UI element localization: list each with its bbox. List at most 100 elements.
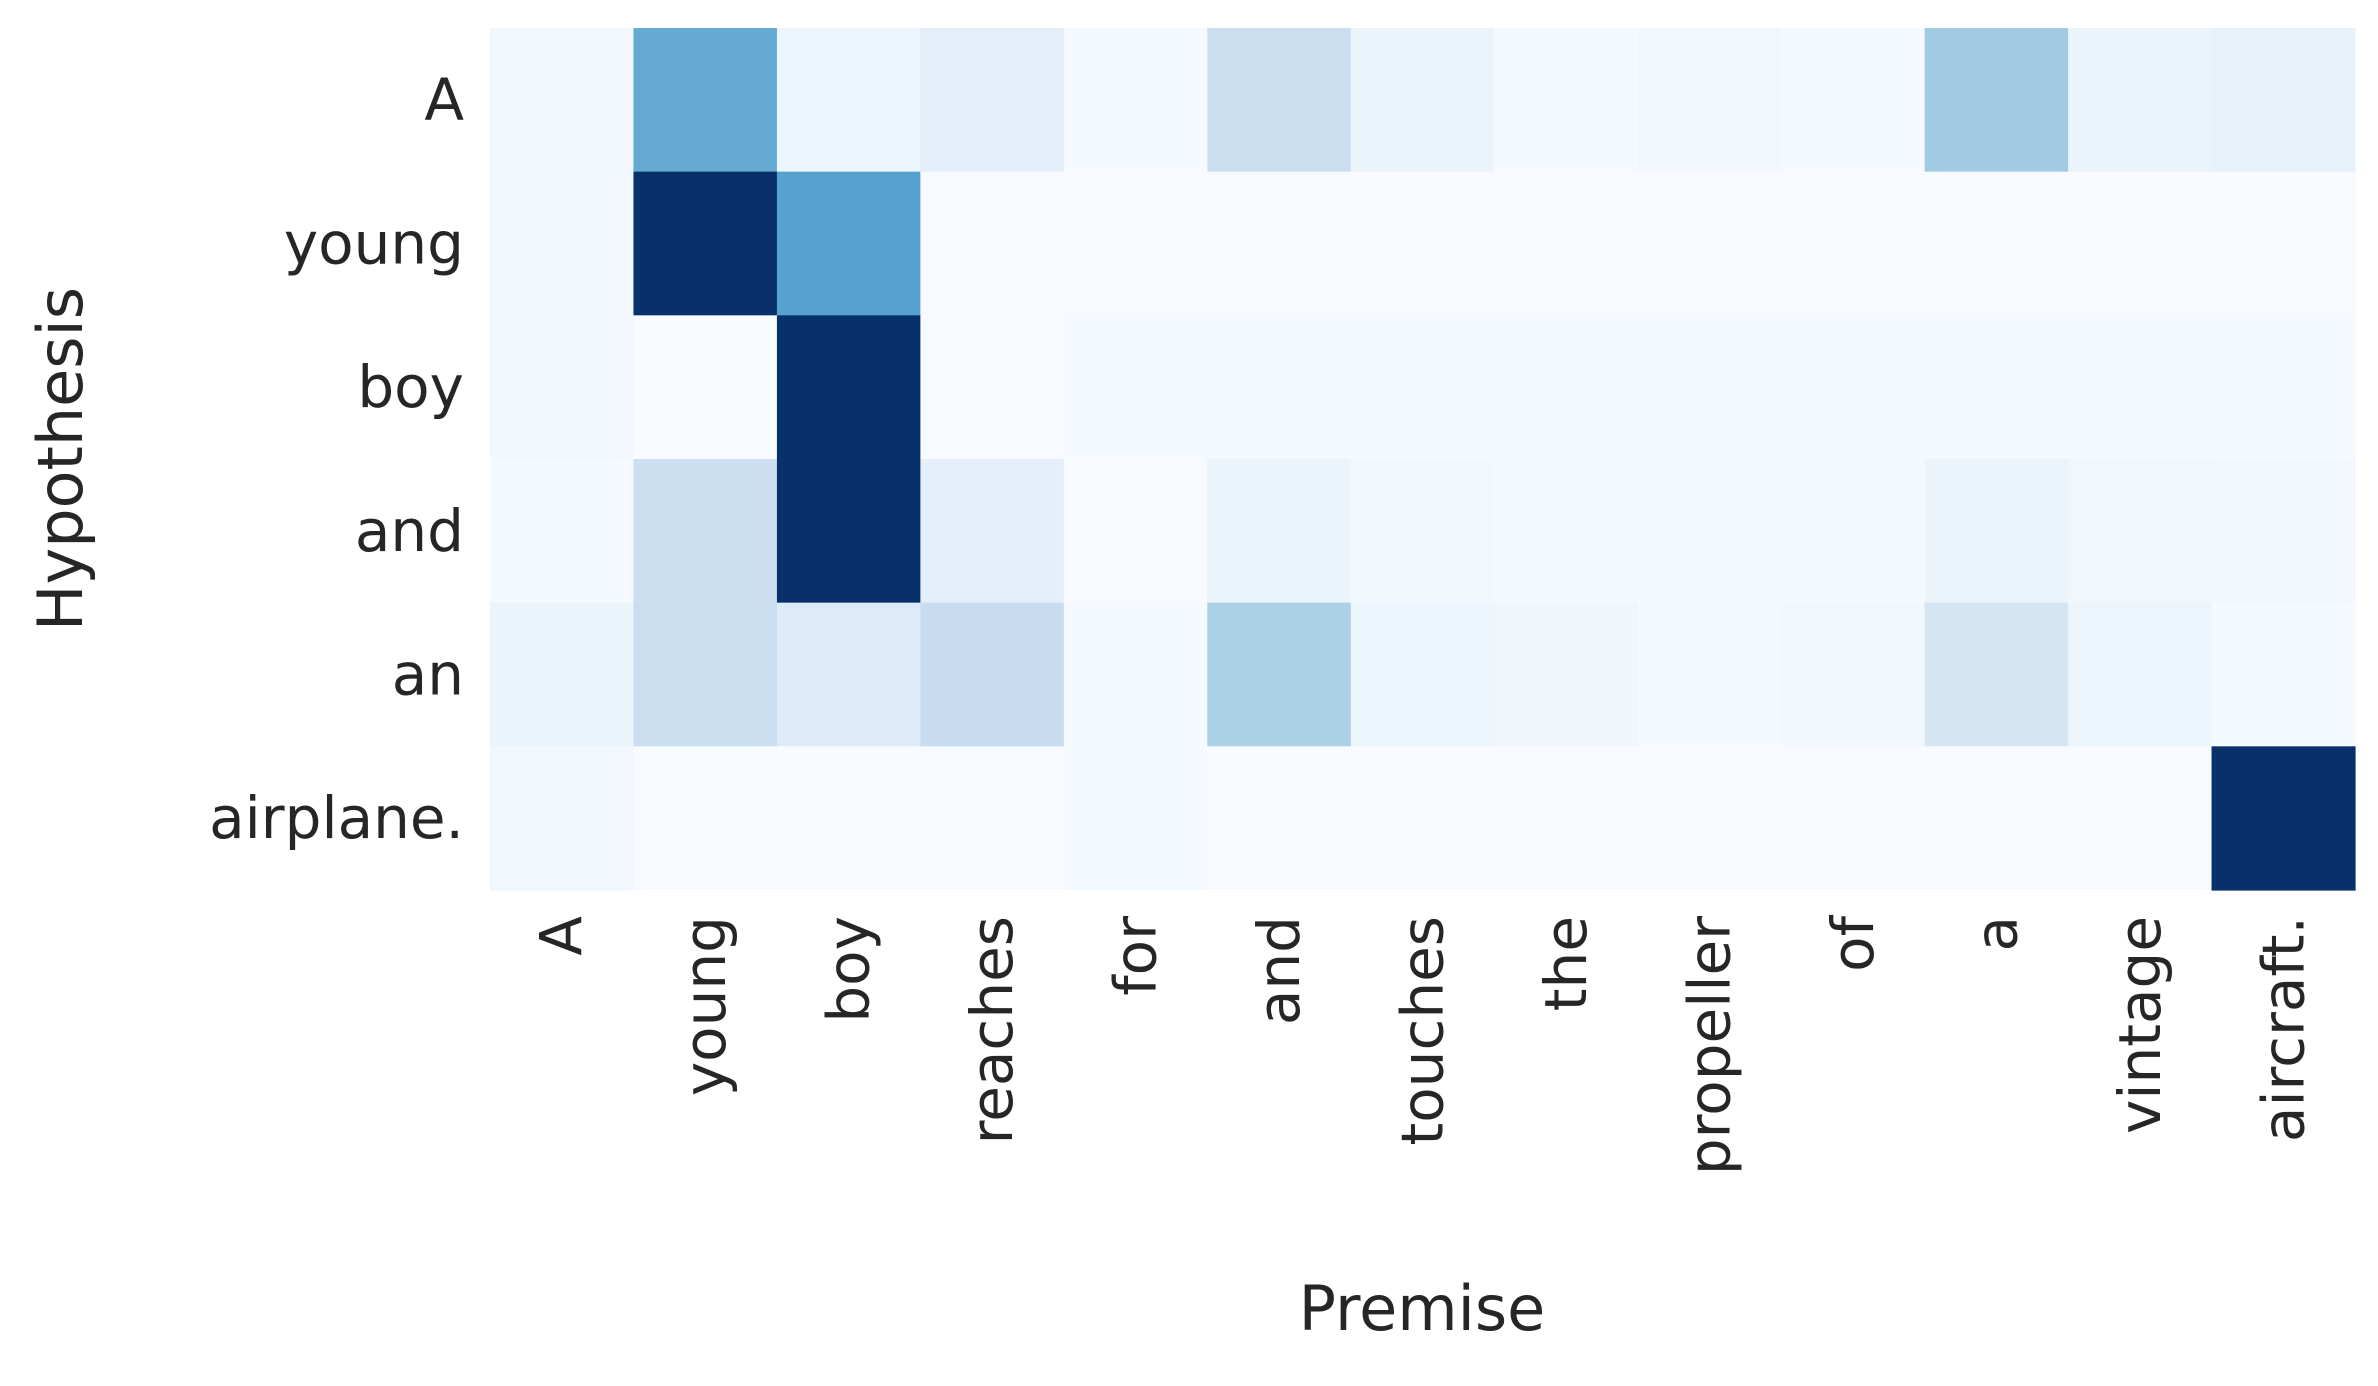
heatmap-cell bbox=[1207, 28, 1352, 173]
heatmap-cell bbox=[1350, 459, 1495, 604]
x-axis-label: Premise bbox=[1299, 1272, 1546, 1345]
heatmap-cell bbox=[1494, 171, 1639, 316]
heatmap-cell bbox=[1924, 746, 2069, 891]
y-tick-label: A bbox=[424, 66, 464, 134]
heatmap-cells bbox=[490, 28, 2356, 891]
y-tick-label: young bbox=[284, 210, 464, 278]
heatmap-cell bbox=[633, 171, 778, 316]
heatmap-cell bbox=[2211, 602, 2356, 747]
y-tick-label: and bbox=[355, 497, 464, 565]
heatmap-cell bbox=[1063, 315, 1208, 460]
x-tick-label: a bbox=[1962, 916, 2030, 952]
heatmap-cell bbox=[776, 315, 921, 460]
heatmap-cell bbox=[1494, 602, 1639, 747]
heatmap-cell bbox=[2068, 459, 2213, 604]
y-tick-label: boy bbox=[357, 353, 464, 421]
heatmap-cell bbox=[920, 315, 1065, 460]
heatmap-cell bbox=[1207, 459, 1352, 604]
heatmap-cell bbox=[1063, 602, 1208, 747]
heatmap-cell bbox=[490, 459, 635, 604]
heatmap-cell bbox=[776, 602, 921, 747]
heatmap-cell bbox=[776, 171, 921, 316]
heatmap-cell bbox=[2068, 602, 2213, 747]
heatmap-cell bbox=[1781, 315, 1926, 460]
heatmap-cell bbox=[1494, 746, 1639, 891]
heatmap-cell bbox=[920, 602, 1065, 747]
heatmap-cell bbox=[490, 315, 635, 460]
heatmap-cell bbox=[2211, 746, 2356, 891]
heatmap-cell bbox=[1063, 459, 1208, 604]
heatmap-cell bbox=[1637, 459, 1782, 604]
heatmap-cell bbox=[776, 459, 921, 604]
heatmap-cell bbox=[1350, 746, 1495, 891]
heatmap-cell bbox=[1350, 171, 1495, 316]
heatmap-cell bbox=[776, 28, 921, 173]
heatmap-cell bbox=[920, 746, 1065, 891]
heatmap-cell bbox=[1494, 28, 1639, 173]
heatmap-cell bbox=[1207, 171, 1352, 316]
heatmap-cell bbox=[1924, 171, 2069, 316]
heatmap-cell bbox=[2211, 28, 2356, 173]
heatmap-cell bbox=[1637, 602, 1782, 747]
y-tick-label: an bbox=[392, 641, 464, 709]
heatmap-cell bbox=[1924, 315, 2069, 460]
x-tick-label: the bbox=[1532, 916, 1600, 1011]
heatmap-cell bbox=[1063, 171, 1208, 316]
heatmap-cell bbox=[1924, 28, 2069, 173]
heatmap-cell bbox=[1063, 28, 1208, 173]
heatmap-cell bbox=[633, 315, 778, 460]
heatmap-cell bbox=[776, 746, 921, 891]
heatmap-cell bbox=[920, 28, 1065, 173]
heatmap-cell bbox=[1924, 459, 2069, 604]
heatmap-cell bbox=[1781, 602, 1926, 747]
heatmap-cell bbox=[1350, 315, 1495, 460]
heatmap-cell bbox=[1781, 459, 1926, 604]
x-tick-label: aircraft. bbox=[2249, 916, 2317, 1142]
heatmap-cell bbox=[2211, 315, 2356, 460]
x-tick-label: of bbox=[1819, 914, 1887, 971]
heatmap-cell bbox=[1637, 746, 1782, 891]
heatmap-cell bbox=[1781, 28, 1926, 173]
heatmap-cell bbox=[920, 459, 1065, 604]
heatmap-cell bbox=[1637, 171, 1782, 316]
heatmap-cell bbox=[1207, 746, 1352, 891]
heatmap-cell bbox=[1063, 746, 1208, 891]
heatmap-cell bbox=[490, 28, 635, 173]
x-tick-label: for bbox=[1102, 916, 1170, 996]
heatmap-cell bbox=[1207, 602, 1352, 747]
heatmap-cell bbox=[1494, 315, 1639, 460]
heatmap-cell bbox=[2068, 746, 2213, 891]
x-tick-label: young bbox=[671, 916, 739, 1096]
heatmap-cell bbox=[1350, 602, 1495, 747]
heatmap-cell bbox=[1494, 459, 1639, 604]
heatmap-cell bbox=[1350, 28, 1495, 173]
heatmap-cell bbox=[1637, 28, 1782, 173]
heatmap-cell bbox=[1207, 315, 1352, 460]
heatmap-cell bbox=[633, 28, 778, 173]
heatmap-cell bbox=[2068, 315, 2213, 460]
x-tick-label: vintage bbox=[2106, 916, 2174, 1134]
heatmap-cell bbox=[2068, 28, 2213, 173]
heatmap-cell bbox=[633, 459, 778, 604]
x-tick-label: and bbox=[1245, 916, 1313, 1025]
heatmap-cell bbox=[490, 602, 635, 747]
heatmap-cell bbox=[633, 602, 778, 747]
x-tick-label: A bbox=[528, 916, 596, 956]
heatmap-cell bbox=[1781, 171, 1926, 316]
heatmap-cell bbox=[1781, 746, 1926, 891]
x-tick-label: propeller bbox=[1675, 916, 1743, 1175]
heatmap-cell bbox=[1637, 315, 1782, 460]
x-tick-label: boy bbox=[815, 916, 883, 1023]
heatmap-cell bbox=[1924, 602, 2069, 747]
heatmap-cell bbox=[920, 171, 1065, 316]
heatmap-cell bbox=[2211, 459, 2356, 604]
heatmap-cell bbox=[490, 746, 635, 891]
x-tick-label: reaches bbox=[958, 916, 1026, 1144]
heatmap-cell bbox=[2211, 171, 2356, 316]
heatmap-cell bbox=[633, 746, 778, 891]
heatmap-cell bbox=[490, 171, 635, 316]
x-tick-label: touches bbox=[1389, 916, 1457, 1146]
